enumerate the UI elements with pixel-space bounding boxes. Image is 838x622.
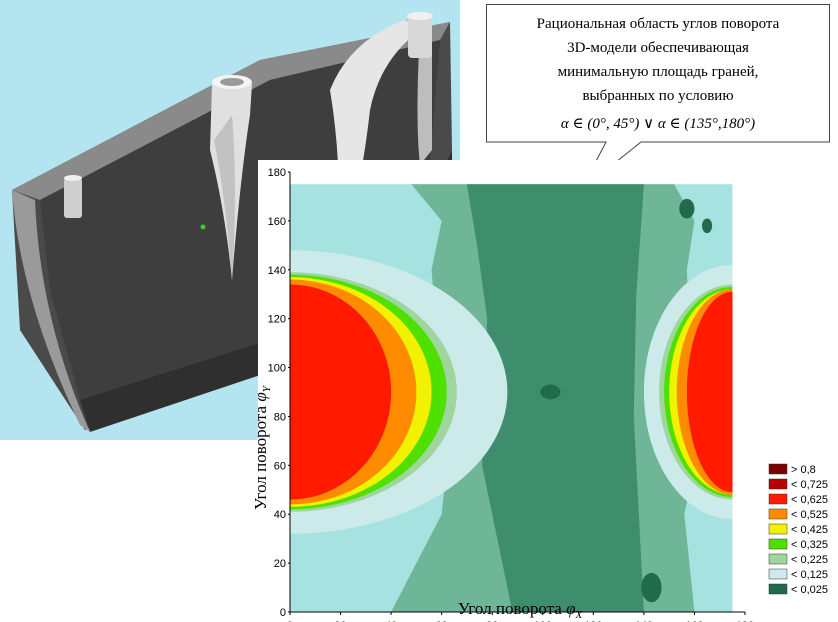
legend-swatch [768, 583, 788, 595]
model-3d-view [0, 0, 460, 440]
y-tick-label: 40 [274, 509, 286, 521]
y-tick-label: 140 [268, 265, 286, 277]
legend-label: < 0,125 [791, 569, 828, 581]
x-tick-label: 20 [334, 620, 346, 622]
legend-swatch [768, 463, 788, 475]
x-tick-label: 80 [486, 620, 498, 622]
callout-line-3: минимальную площадь граней, [558, 64, 759, 80]
legend-swatch [768, 508, 788, 520]
heatmap-low-spot [702, 218, 713, 234]
heatmap-low-spot [641, 572, 662, 603]
callout-line-1: Рациональная область углов поворота [537, 16, 780, 32]
legend-swatch [768, 523, 788, 535]
plot-area [290, 184, 733, 612]
x-tick-label: 120 [584, 620, 602, 622]
x-tick-label: 160 [685, 620, 703, 622]
legend-swatch [768, 553, 788, 565]
x-axis-label: Угол поворота φX [458, 599, 584, 621]
x-axis-label-text: Угол поворота [458, 599, 566, 618]
x-tick-label: 60 [436, 620, 448, 622]
y-tick-label: 60 [274, 460, 286, 472]
right-blob-contour [707, 299, 733, 485]
callout-line-2: 3D-модели обеспечивающая [567, 40, 749, 56]
legend-label: < 0,525 [791, 509, 828, 521]
left-blob-contour [290, 299, 336, 485]
legend-label: < 0,725 [791, 479, 828, 491]
y-axis-label: Угол поворота φY [251, 384, 273, 510]
x-tick-label: 180 [736, 620, 754, 622]
heatmap-low-spot [679, 198, 695, 219]
heatmap-low-spot [540, 384, 561, 400]
legend: > 0,8 < 0,725 < 0,625 < 0,525 < 0,425 < 0,325… [768, 463, 828, 596]
callout-line-5: α ∈ (0°, 45°) ∨ α ∈ (135°,180°) [561, 116, 755, 132]
y-tick-label: 120 [268, 314, 286, 326]
ship-hull-model [12, 12, 452, 432]
x-tick-label: 40 [385, 620, 397, 622]
y-tick-label: 80 [274, 411, 286, 423]
legend-label: < 0,025 [791, 584, 828, 596]
y-tick-label: 100 [268, 363, 286, 375]
legend-swatch [768, 568, 788, 580]
y-axis-label-subscript: Y [261, 384, 273, 392]
x-axis: 0 20 40 60 80 100 120 140 160 180 [287, 611, 754, 622]
legend-label: < 0,625 [791, 494, 828, 506]
y-tick-label: 180 [268, 167, 286, 179]
y-axis: 0 20 40 60 80 100 120 140 160 180 [268, 167, 291, 619]
x-axis-label-symbol: φ [566, 599, 575, 618]
legend-swatch [768, 538, 788, 550]
legend-label: < 0,325 [791, 539, 828, 551]
legend-swatch [768, 493, 788, 505]
legend-label: > 0,8 [791, 464, 816, 476]
legend-swatch [768, 478, 788, 490]
y-tick-label: 20 [274, 558, 286, 570]
y-axis-label-text: Угол поворота [251, 402, 270, 510]
y-tick-label: 160 [268, 216, 286, 228]
x-tick-label: 100 [534, 620, 552, 622]
x-tick-label: 140 [635, 620, 653, 622]
legend-label: < 0,225 [791, 554, 828, 566]
y-axis-label-symbol: φ [251, 392, 270, 401]
callout-line-4: выбранных по условию [582, 88, 733, 104]
heatmap-contours [290, 250, 733, 534]
x-axis-label-subscript: X [575, 609, 584, 621]
y-tick-label: 0 [280, 607, 286, 619]
legend-label: < 0,425 [791, 524, 828, 536]
x-tick-label: 0 [287, 620, 293, 622]
